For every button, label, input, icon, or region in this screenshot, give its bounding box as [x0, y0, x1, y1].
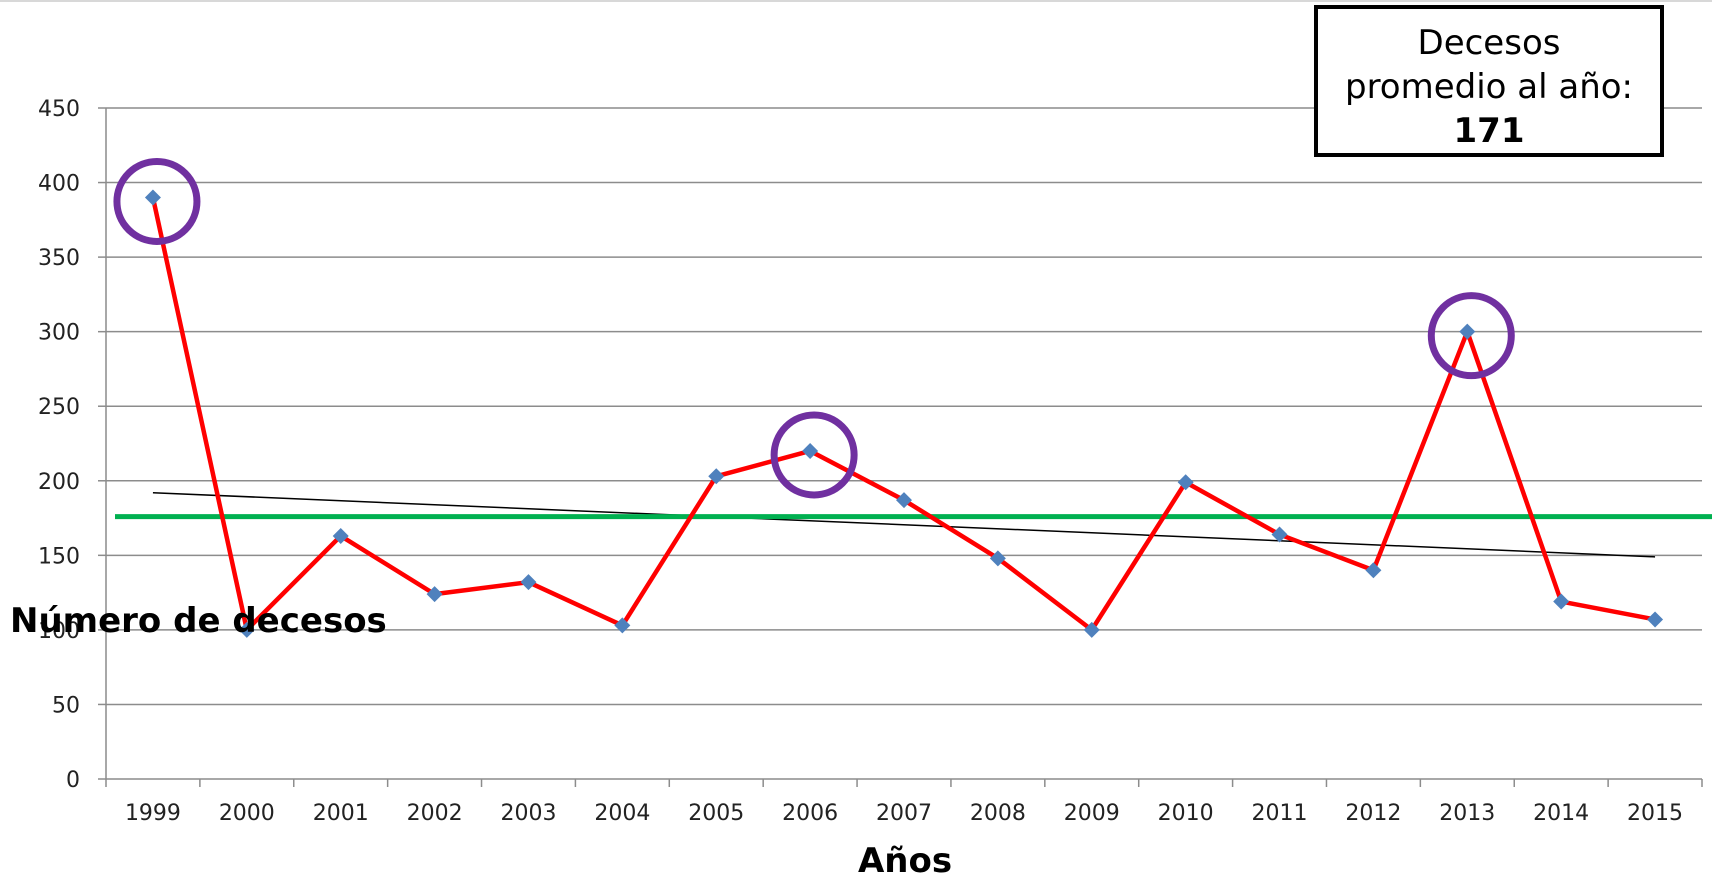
data-point-2008 [989, 550, 1006, 567]
axes [98, 107, 1703, 787]
x-tick-label-2009: 2009 [1064, 801, 1120, 826]
data-point-2002 [426, 586, 443, 603]
y-tick-label-450: 450 [38, 97, 80, 122]
y-tick-label-250: 250 [38, 395, 80, 420]
markers-group [144, 189, 1664, 638]
y-tick-labels: 0 50 100 150 200 250 300 350 400 450 [38, 97, 80, 793]
series-group [150, 196, 1656, 633]
average-callout-box: Decesos promedio al año: 171 [1314, 5, 1664, 157]
data-point-2000 [238, 621, 255, 638]
data-point-2010 [1177, 474, 1194, 491]
data-point-2011 [1271, 526, 1288, 543]
data-point-2004 [614, 617, 631, 634]
data-point-2003 [520, 574, 537, 591]
x-tick-label-2008: 2008 [970, 801, 1026, 826]
data-point-2013 [1459, 323, 1476, 340]
data-point-2014 [1553, 593, 1570, 610]
data-point-2006 [802, 442, 819, 459]
callout-value: 171 [1453, 111, 1525, 151]
x-axis-title: Años [858, 841, 952, 879]
y-tick-label-300: 300 [38, 321, 80, 346]
highlight-circle-1999 [113, 157, 201, 245]
x-tick-label-2004: 2004 [594, 801, 650, 826]
y-tick-label-400: 400 [38, 172, 80, 197]
highlight-circles [113, 157, 1515, 499]
trend-line [152, 491, 1656, 558]
x-tick-label-2015: 2015 [1627, 801, 1683, 826]
highlight-circle-2006 [770, 411, 858, 499]
x-tick-label-1999: 1999 [125, 801, 181, 826]
data-point-2012 [1365, 562, 1382, 579]
y-tick-label-100: 100 [38, 619, 80, 644]
x-tick-label-2010: 2010 [1158, 801, 1214, 826]
y-tick-label-200: 200 [38, 470, 80, 495]
y-tick-label-0: 0 [66, 768, 80, 793]
series-line [150, 196, 1656, 633]
y-tick-label-50: 50 [52, 693, 80, 718]
x-tick-label-2003: 2003 [500, 801, 556, 826]
callout-line-2: promedio al año: [1344, 67, 1634, 107]
data-point-2001 [332, 527, 349, 544]
x-tick-label-2000: 2000 [219, 801, 275, 826]
y-tick-label-350: 350 [38, 246, 80, 271]
y-axis-title: Número de decesos [10, 601, 387, 641]
x-tick-label-2007: 2007 [876, 801, 932, 826]
data-point-1999 [144, 189, 161, 206]
top-border [0, 0, 1712, 2]
x-tick-label-2014: 2014 [1533, 801, 1589, 826]
x-tick-label-2013: 2013 [1439, 801, 1495, 826]
x-tick-label-2011: 2011 [1252, 801, 1308, 826]
trend-line-group [152, 491, 1656, 558]
x-tick-label-2012: 2012 [1345, 801, 1401, 826]
data-point-2005 [708, 468, 725, 485]
data-point-2015 [1647, 611, 1664, 628]
x-tick-label-2005: 2005 [688, 801, 744, 826]
highlight-circle-2013 [1427, 292, 1515, 380]
data-point-2007 [896, 492, 912, 509]
callout-line-1: Decesos [1417, 23, 1561, 63]
x-tick-label-2006: 2006 [782, 801, 838, 826]
x-tick-label-2002: 2002 [407, 801, 463, 826]
y-tick-label-150: 150 [38, 544, 80, 569]
x-tick-label-2001: 2001 [313, 801, 369, 826]
data-point-2009 [1083, 621, 1100, 638]
x-tick-labels: 1999 2000 2001 2002 2003 2004 2005 2006 2007 2008… [125, 801, 1683, 826]
